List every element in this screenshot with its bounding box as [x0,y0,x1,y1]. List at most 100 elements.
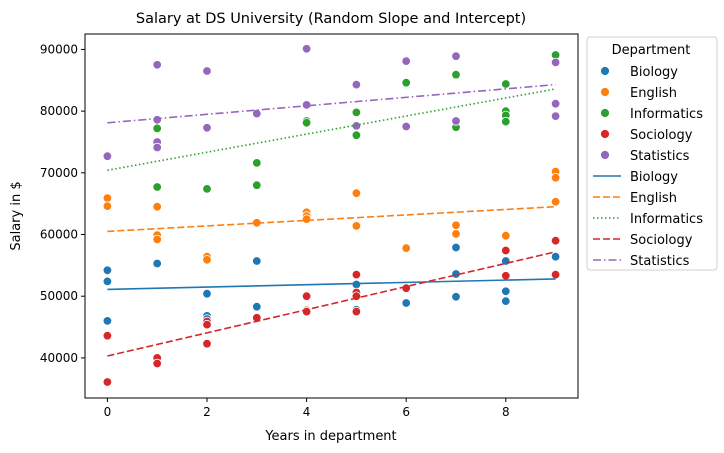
data-point [550,252,561,262]
data-point [501,116,511,127]
data-point [252,158,262,168]
data-point [451,116,461,126]
data-point [501,271,511,281]
data-point [351,107,362,118]
data-point [401,77,411,88]
data-point [351,306,362,317]
y-axis-label: Salary in $ [9,181,24,250]
legend-label: Biology [630,65,678,80]
data-point [152,201,162,212]
legend-label: Statistics [630,254,690,269]
data-point [351,121,362,131]
data-point [102,193,113,203]
legend-label: Sociology [630,233,693,248]
data-point [451,242,461,253]
data-point [301,214,312,224]
data-point [152,142,162,153]
legend-label: English [630,191,677,206]
scatter-series [102,235,561,387]
data-point [550,98,561,109]
data-point [152,182,162,192]
x-tick-label: 8 [502,405,510,419]
data-point [152,115,162,125]
x-tick-label: 2 [203,405,211,419]
data-point [202,123,212,133]
scatter-series [152,50,561,194]
data-point [102,201,113,211]
data-point [102,151,113,161]
data-point [351,130,362,140]
scatter-series [102,242,561,326]
data-point [301,118,312,128]
data-point [401,298,411,308]
data-point [351,279,362,290]
y-tick-label: 60000 [40,228,78,242]
y-tick-label: 40000 [40,351,78,365]
data-point [501,230,511,241]
data-point [202,319,212,330]
data-point [301,291,312,301]
legend-frame [586,36,718,271]
legend-marker [600,108,610,118]
data-point [401,56,411,66]
data-point [451,220,461,231]
legend-item: Informatics [593,212,703,227]
data-point [152,358,162,369]
data-point [202,184,212,194]
data-point [451,229,461,239]
data-point [451,51,461,61]
legend-marker [600,87,610,97]
legend-label: Sociology [630,128,693,143]
y-tick-label: 80000 [40,104,78,118]
regression-line [107,205,556,233]
data-point [501,79,511,89]
plot-frame [84,33,579,399]
data-point [152,123,162,134]
data-point [102,265,113,276]
data-point [401,243,411,253]
data-point [351,188,362,198]
y-tick-label: 50000 [40,289,78,303]
legend-marker [600,129,610,139]
legend-label: Informatics [630,212,703,227]
data-point [102,377,113,387]
data-point [451,292,461,302]
data-point [351,269,362,280]
data-point [202,255,212,265]
data-point [550,57,561,68]
regression-line [107,88,556,172]
scatter-series [102,166,561,265]
chart-title: Salary at DS University (Random Slope an… [136,11,526,27]
legend-item: Sociology [600,128,693,143]
data-point [301,44,312,54]
data-point [550,197,561,207]
legend-item: Statistics [593,254,690,269]
data-point [501,296,511,306]
data-point [252,180,262,190]
legend-item: Biology [593,170,678,185]
data-point [202,66,212,76]
data-point [550,111,561,121]
x-axis-label: Years in department [264,429,396,444]
x-tick-label: 6 [402,405,410,419]
legend: Department Biology English Informatics Soci… [586,36,718,271]
data-point [202,289,212,299]
y-axis: 40000 50000 60000 70000 80000 90000 [40,42,85,365]
legend-label: Statistics [630,149,690,164]
legend-label: English [630,86,677,101]
x-tick-label: 0 [104,405,112,419]
legend-title: Department [612,43,691,58]
legend-marker [600,150,610,160]
regression-line [107,83,556,124]
data-point [152,258,162,269]
data-point [451,69,461,80]
data-point [252,256,262,266]
data-point [351,221,362,231]
legend-label: Biology [630,170,678,185]
data-point [152,60,162,70]
data-point [351,79,362,90]
y-tick-label: 70000 [40,166,78,180]
data-point [252,108,262,119]
data-point [102,316,113,326]
